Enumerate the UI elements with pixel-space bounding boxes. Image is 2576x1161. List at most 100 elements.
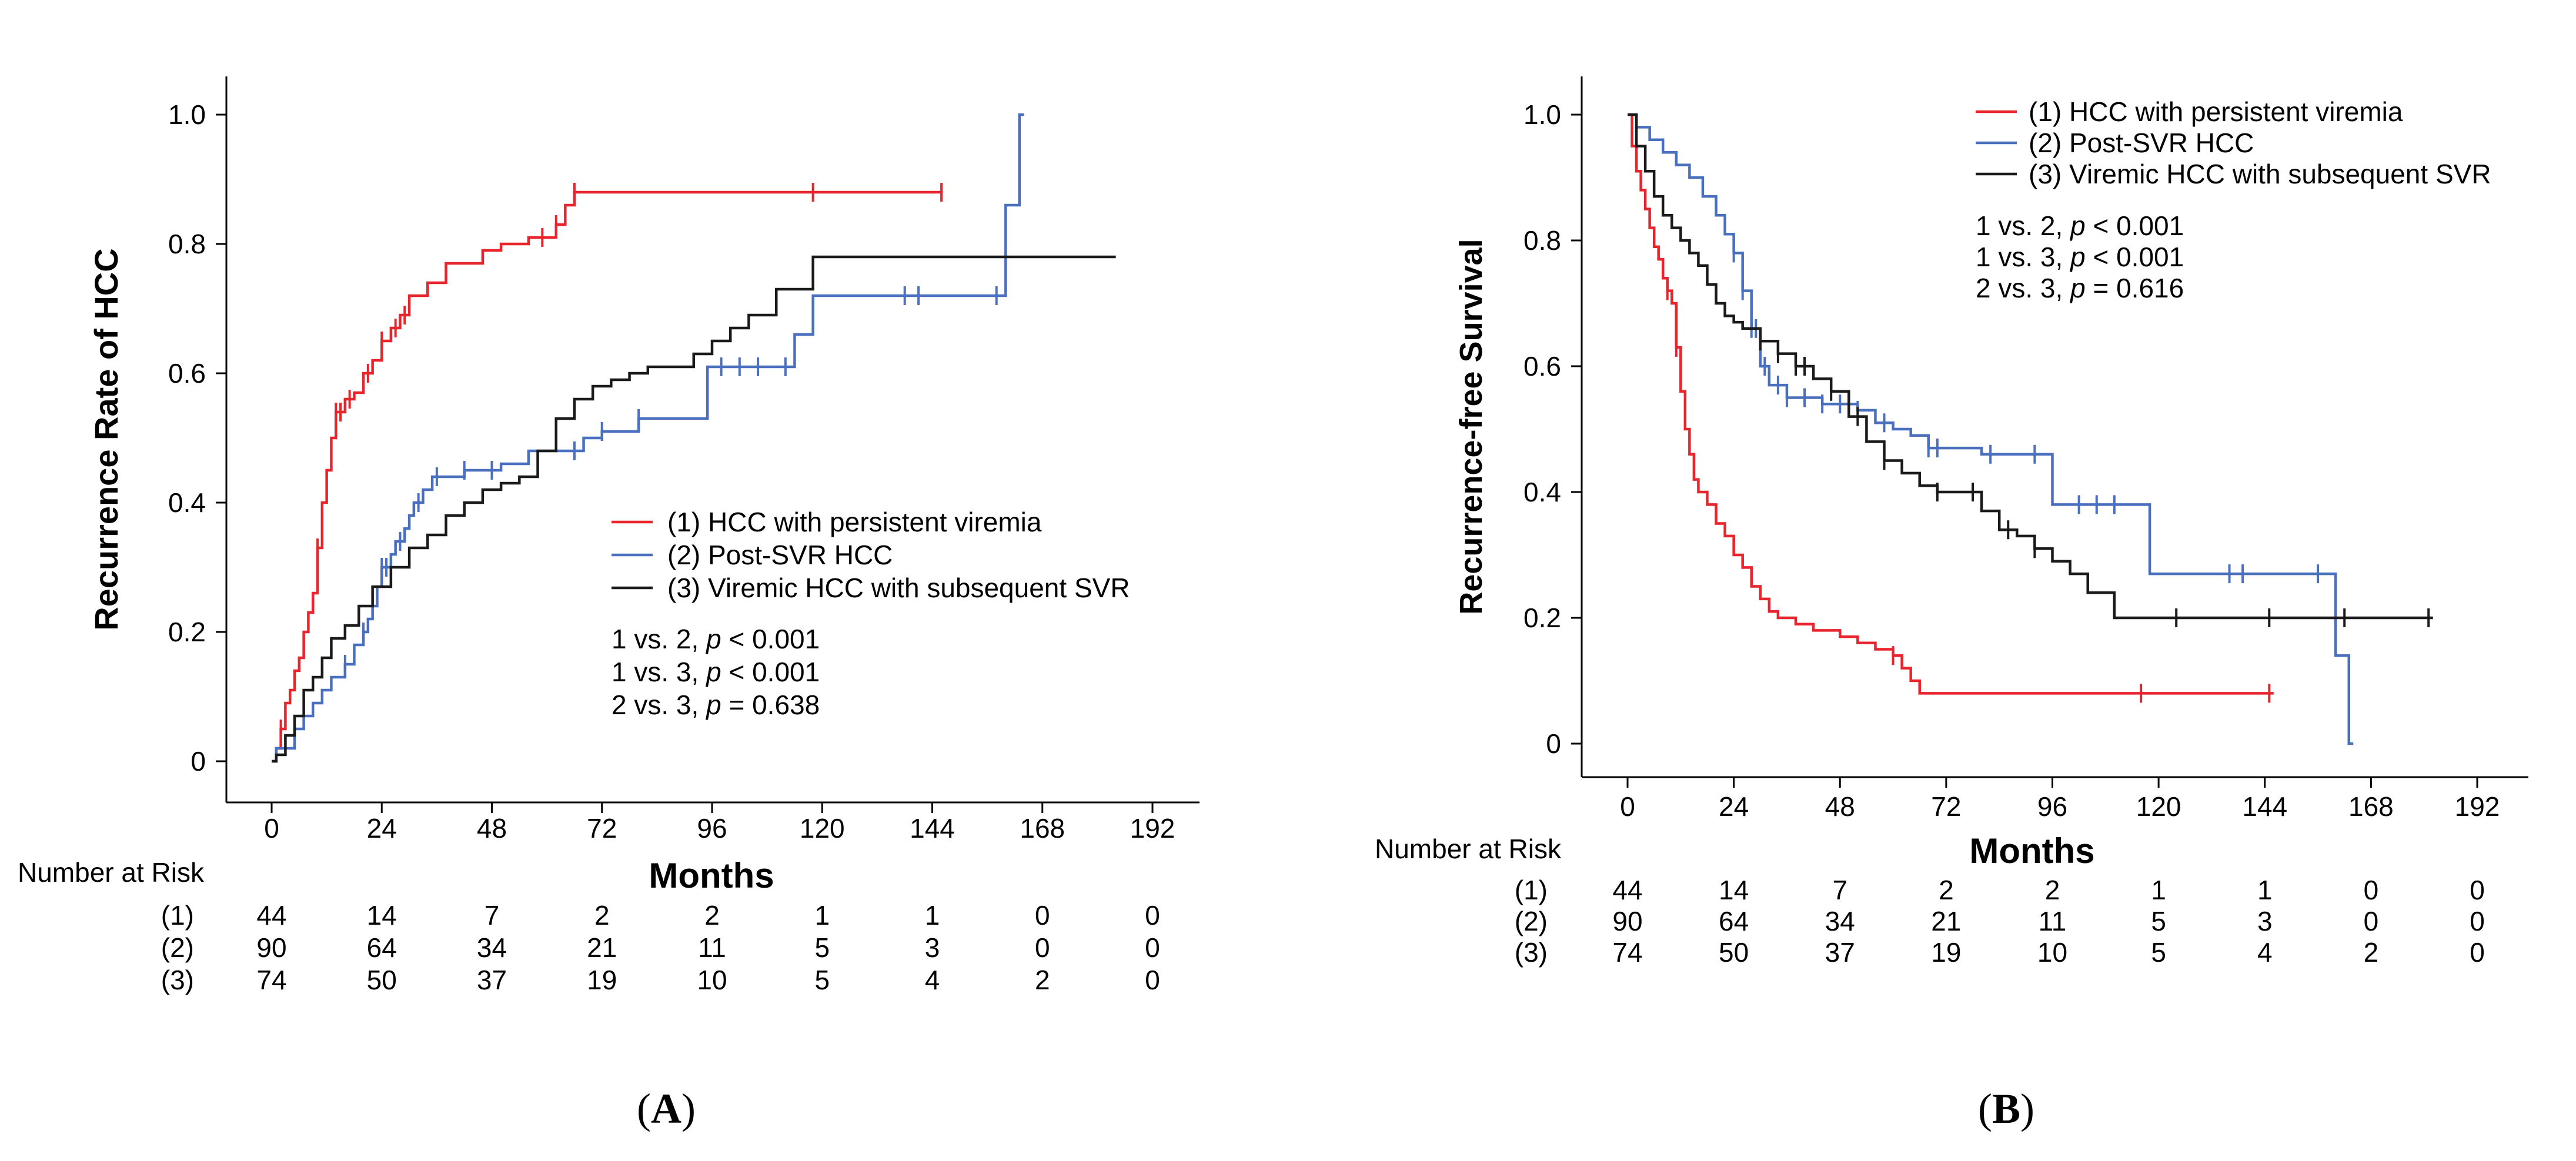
risk-count: 5 (2151, 937, 2166, 968)
x-tick-label: 144 (910, 813, 955, 844)
series-line-1 (272, 190, 942, 763)
risk-count: 7 (1832, 875, 1847, 905)
risk-row-label: (2) (1515, 906, 1548, 936)
x-tick-label: 120 (2136, 791, 2181, 822)
x-tick-label: 120 (800, 813, 845, 844)
comparison-label: 1 vs. 2, (612, 624, 706, 654)
risk-row-label: (2) (161, 932, 194, 963)
y-tick-label: 0.6 (1523, 351, 1561, 382)
risk-count: 2 (2045, 875, 2060, 905)
p-value-annotation: 1 vs. 3, p < 0.001 (1976, 242, 2184, 272)
series-line-2 (1628, 113, 2354, 745)
panel-letter: B (1992, 1085, 2020, 1132)
number-at-risk-title: Number at Risk (1375, 834, 1562, 864)
risk-count: 50 (1719, 937, 1749, 968)
x-tick-label: 72 (587, 813, 617, 844)
series-group-1 (1628, 113, 2274, 703)
paren-open: ( (1978, 1085, 1992, 1132)
x-tick-label: 48 (477, 813, 507, 844)
series-line-2 (272, 113, 1024, 763)
x-tick-label: 48 (1825, 791, 1855, 822)
series-group-3 (1628, 113, 2433, 627)
risk-count: 0 (2364, 875, 2379, 905)
panel-label: (B) (1978, 1085, 2034, 1132)
risk-count: 64 (367, 932, 397, 963)
p-value: = 0.638 (721, 690, 820, 720)
x-tick-label: 168 (1020, 813, 1065, 844)
chart-panel-a: 00.20.40.60.81.00 24 48 72 96 120 144 168 192Rec… (18, 76, 1200, 1132)
p-value: < 0.001 (2086, 210, 2184, 241)
p-value: = 0.616 (2086, 273, 2184, 303)
p-value: < 0.001 (2086, 242, 2184, 272)
series-group-3 (272, 255, 1116, 763)
chart-panel-b: 00.20.40.60.81.00 24 48 72 96 120 144 168 192Rec… (1375, 76, 2528, 1132)
risk-count: 0 (1035, 900, 1050, 931)
risk-count: 1 (2257, 875, 2273, 905)
y-tick-label: 0.8 (168, 229, 206, 259)
p-value: < 0.001 (721, 624, 820, 654)
risk-count: 64 (1719, 906, 1749, 936)
x-tick-label: 168 (2348, 791, 2394, 822)
paren-close: ) (681, 1085, 696, 1132)
x-tick-label: 96 (2037, 791, 2067, 822)
p-symbol: p (705, 624, 721, 654)
risk-count: 14 (1719, 875, 1749, 905)
x-tick-label: 0 (1620, 791, 1635, 822)
risk-count: 44 (1612, 875, 1642, 905)
risk-count: 5 (814, 965, 830, 995)
legend-label-2: (2) Post-SVR HCC (667, 540, 893, 570)
p-symbol: p (705, 690, 721, 720)
p-value: < 0.001 (721, 657, 820, 687)
x-tick-label: 192 (2455, 791, 2500, 822)
series-group-1 (272, 183, 943, 763)
y-tick-label: 0 (191, 746, 206, 777)
p-value-annotation: 1 vs. 2, p < 0.001 (612, 624, 820, 654)
risk-count: 50 (367, 965, 397, 995)
risk-count: 11 (2039, 906, 2067, 936)
comparison-label: 1 vs. 2, (1976, 210, 2070, 241)
risk-count: 19 (587, 965, 617, 995)
y-tick-label: 0.6 (168, 358, 206, 389)
risk-count: 21 (587, 932, 617, 963)
risk-row-label: (3) (1515, 937, 1548, 968)
x-tick-label: 24 (367, 813, 397, 844)
series-line-1 (1628, 113, 2274, 695)
risk-count: 3 (2257, 906, 2273, 936)
risk-count: 4 (2257, 937, 2273, 968)
p-value-annotation: 2 vs. 3, p = 0.616 (1976, 273, 2184, 303)
paren-close: ) (2020, 1085, 2034, 1132)
p-symbol: p (2069, 242, 2086, 272)
x-tick-label: 96 (697, 813, 727, 844)
y-axis-title: Recurrence-free Survival (1454, 239, 1489, 614)
risk-count: 74 (256, 965, 286, 995)
risk-count: 19 (1931, 937, 1961, 968)
legend-label-2: (2) Post-SVR HCC (2029, 128, 2254, 158)
comparison-label: 1 vs. 3, (612, 657, 706, 687)
y-tick-label: 0.4 (168, 487, 206, 518)
y-tick-label: 1.0 (168, 99, 206, 130)
risk-count: 74 (1612, 937, 1642, 968)
risk-count: 37 (1825, 937, 1855, 968)
paren-open: ( (637, 1085, 651, 1132)
panel-letter: A (651, 1085, 681, 1132)
risk-count: 34 (1825, 906, 1855, 936)
risk-count: 0 (2470, 937, 2485, 968)
y-tick-label: 0.8 (1523, 225, 1561, 256)
legend-label-1: (1) HCC with persistent viremia (2029, 96, 2403, 127)
x-axis-title: Months (1969, 831, 2094, 871)
comparison-label: 1 vs. 3, (1976, 242, 2070, 272)
x-tick-label: 144 (2242, 791, 2287, 822)
risk-count: 90 (256, 932, 286, 963)
p-value-annotation: 2 vs. 3, p = 0.638 (612, 690, 820, 720)
risk-count: 14 (367, 900, 397, 931)
risk-count: 2 (594, 900, 610, 931)
legend-label-3: (3) Viremic HCC with subsequent SVR (2029, 159, 2491, 189)
risk-count: 5 (2151, 906, 2166, 936)
legend-label-3: (3) Viremic HCC with subsequent SVR (667, 573, 1130, 603)
p-value-annotation: 1 vs. 2, p < 0.001 (1976, 210, 2184, 241)
risk-count: 1 (925, 900, 940, 931)
risk-count: 1 (2151, 875, 2166, 905)
y-tick-label: 1.0 (1523, 99, 1561, 130)
y-tick-label: 0.2 (168, 617, 206, 647)
risk-row-label: (3) (161, 965, 194, 995)
